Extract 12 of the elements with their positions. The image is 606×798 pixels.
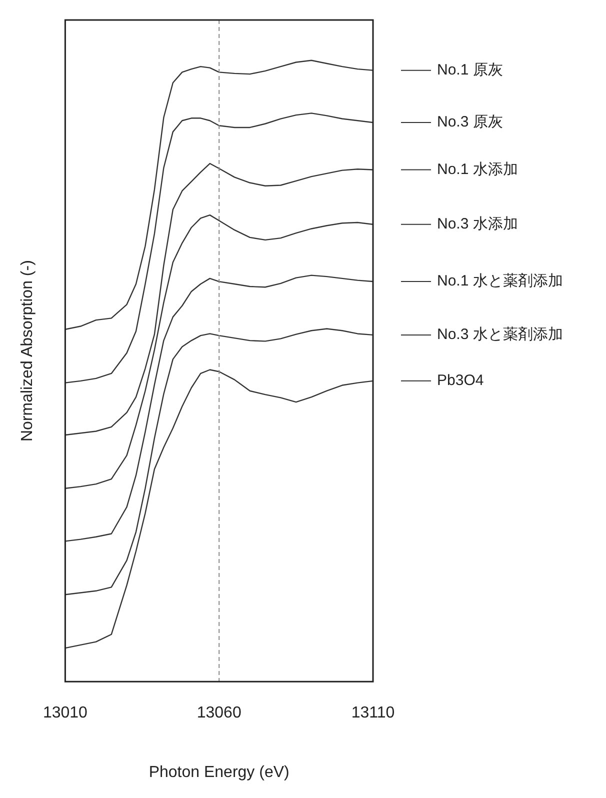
x-tick-label: 13110 [351,704,395,722]
legend-label: No.1 水と薬剤添加 [437,272,563,290]
legend-label: No.3 水添加 [437,216,518,233]
legend-label: No.1 原灰 [437,61,503,78]
x-axis-title: Photon Energy (eV) [148,764,290,781]
legend-label: No.3 水と薬剤添加 [437,326,563,344]
x-tick-label: 13010 [42,704,88,722]
legend-label: No.3 原灰 [437,114,503,131]
legend-label: No.1 水添加 [437,160,518,178]
y-axis-title: Normalized Absorption (-) [19,260,36,442]
legend-label: Pb3O4 [437,372,484,390]
x-tick-label: 13060 [196,704,242,722]
